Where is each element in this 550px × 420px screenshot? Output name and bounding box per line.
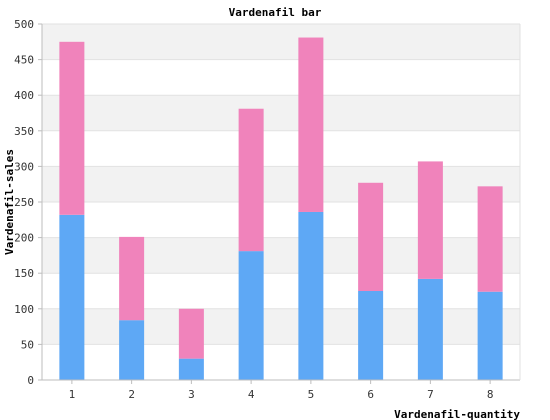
bar-series2-5 (298, 37, 324, 212)
x-tick-label: 4 (248, 388, 255, 401)
x-axis-label: Vardenafil-quantity (394, 408, 520, 420)
x-tick-labels: 1 2 3 4 5 6 7 8 (69, 388, 494, 401)
y-tick-label: 500 (14, 18, 34, 31)
bar-series1-6 (358, 291, 384, 380)
y-tick-label: 350 (14, 125, 34, 138)
bar-series2-8 (477, 186, 503, 292)
grid-band (42, 59, 520, 96)
chart-title: Vardenafil bar (229, 6, 322, 19)
y-axis-label: Vardenafil-sales (3, 149, 16, 255)
y-tick-labels: 0 50 100 150 200 250 300 350 400 450 500 (14, 18, 34, 387)
grid-band (42, 166, 520, 202)
axes (38, 23, 521, 384)
grid-band (42, 202, 520, 238)
bar-series2-2 (119, 236, 145, 321)
y-tick-label: 100 (14, 303, 34, 316)
y-tick-label: 400 (14, 89, 34, 102)
y-tick-label: 50 (21, 338, 34, 351)
x-tick-label: 2 (128, 388, 135, 401)
grid-band (42, 95, 520, 131)
grid-band (42, 237, 520, 274)
bar-series1-2 (119, 320, 145, 380)
y-tick-label: 250 (14, 196, 34, 209)
bar-series2-6 (358, 182, 384, 291)
bar-series1-1 (59, 214, 85, 380)
x-tick-label: 7 (427, 388, 434, 401)
bar-series2-1 (59, 41, 85, 215)
bar-series1-4 (238, 251, 264, 380)
y-tick-label: 300 (14, 160, 34, 173)
y-tick-label: 0 (27, 374, 34, 387)
y-tick-label: 150 (14, 267, 34, 280)
bar-series2-7 (417, 161, 443, 279)
x-tick-label: 8 (487, 388, 494, 401)
grid-band (42, 308, 520, 345)
bars (59, 37, 503, 380)
grid-band (42, 273, 520, 309)
y-tick-label: 200 (14, 232, 34, 245)
bar-series1-8 (477, 291, 503, 380)
x-tick-label: 6 (367, 388, 374, 401)
grid-band (42, 344, 520, 380)
bar-series2-4 (238, 108, 264, 252)
grid-band (42, 130, 520, 167)
bar-series1-5 (298, 211, 324, 380)
bar-series2-3 (178, 308, 204, 359)
x-tick-label: 5 (308, 388, 315, 401)
x-tick-label: 1 (69, 388, 76, 401)
bar-series1-7 (417, 278, 443, 380)
bar-series1-3 (178, 358, 204, 380)
y-tick-label: 450 (14, 54, 34, 67)
grid-band (42, 24, 520, 60)
x-tick-label: 3 (188, 388, 195, 401)
